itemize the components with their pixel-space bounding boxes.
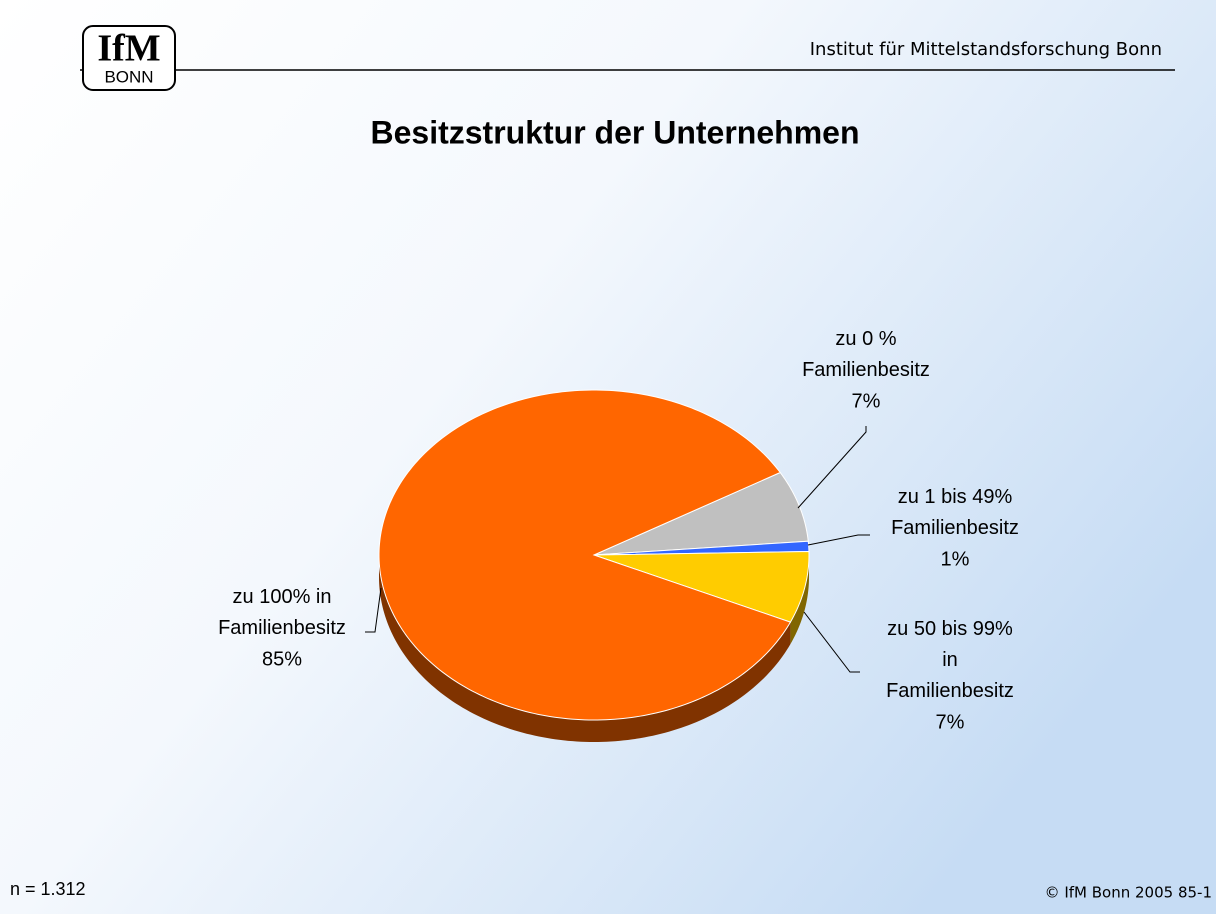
pie: [378, 389, 810, 742]
value-label: 1%: [941, 548, 970, 570]
logo-box: [82, 25, 176, 91]
pie-side: [790, 555, 809, 645]
leader-line: [807, 534, 870, 546]
leader-line: [365, 587, 382, 633]
header-institute: Institut für Mittelstandsforschung Bonn: [810, 39, 1162, 60]
pie-slice: [593, 551, 810, 623]
category-label: zu 1 bis 49% Familienbesitz: [891, 486, 1019, 539]
category-label: zu 0 % Familienbesitz: [802, 328, 930, 381]
leader-line: [803, 611, 860, 673]
category-label: zu 100% in Familienbesitz: [218, 586, 346, 639]
value-label: 7%: [936, 711, 965, 733]
pie-slice: [593, 471, 809, 556]
logo-text: IfM: [97, 28, 160, 70]
value-label: 7%: [852, 390, 881, 412]
footer-copyright: © IfM Bonn 2005 85-1: [1045, 884, 1212, 902]
category-label: zu 50 bis 99% in Familienbesitz: [886, 618, 1014, 702]
value-label: 85%: [262, 648, 302, 670]
logo-subtext: BONN: [104, 67, 153, 86]
footer-note: n = 1.312: [10, 879, 86, 899]
pie-slice: [378, 389, 792, 721]
chart-title: Besitzstruktur der Unternehmen: [371, 114, 860, 150]
leader-line: [797, 426, 867, 509]
pie-labels: zu 0 % Familienbesitz 7% zu 1 bis 49% Famili…: [218, 328, 1019, 733]
